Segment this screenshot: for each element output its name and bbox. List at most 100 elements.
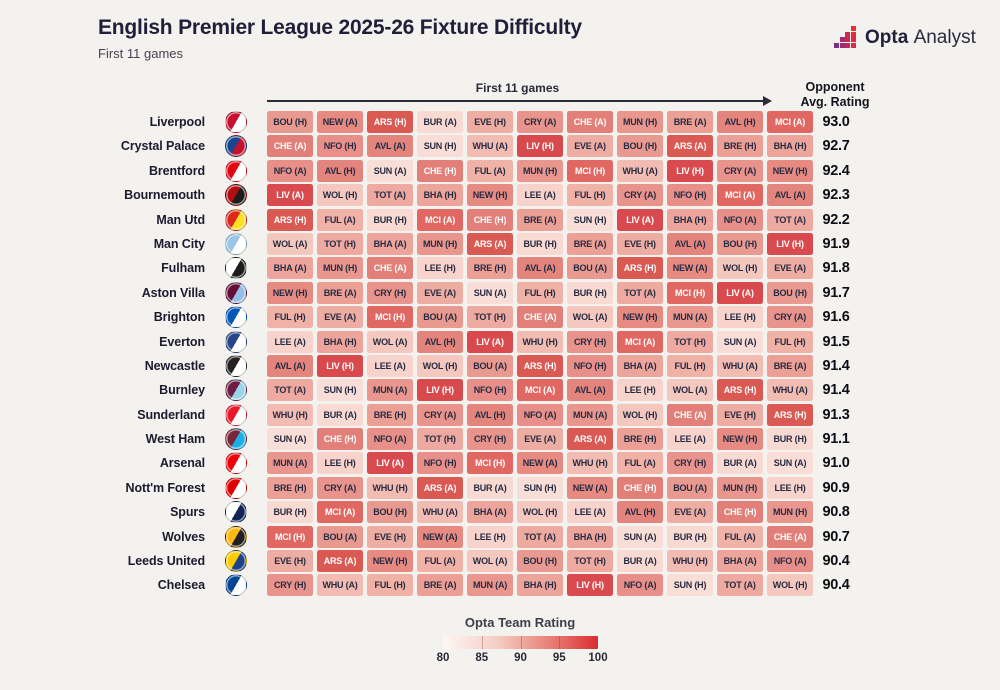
fixture-cell: BOU (H)	[517, 550, 563, 573]
fixture-cell: BHA (A)	[367, 232, 413, 255]
page-title: English Premier League 2025-26 Fixture D…	[98, 16, 582, 39]
fixture-cell: TOT (A)	[767, 208, 813, 231]
team-row: Man Utd ARS (H) FUL (A) BUR (H) MCI (A) CHE (…	[0, 208, 1000, 231]
arrow-head-icon	[763, 96, 772, 106]
fixture-cell: CRY (A)	[617, 184, 663, 207]
fixture-cell: SUN (A)	[467, 281, 513, 304]
fixture-cell: EVE (H)	[467, 111, 513, 133]
fixture-cell: BHA (H)	[417, 184, 463, 207]
avg-rating: 91.0	[822, 455, 850, 472]
fixture-cell: NEW (H)	[717, 428, 763, 451]
team-row: West Ham SUN (A) CHE (H) NFO (A) TOT (H) CRY …	[0, 428, 1000, 451]
fixture-cells: BOU (H) NEW (A) ARS (H) BUR (A) EVE (H) CRY (…	[267, 111, 813, 133]
fixture-cell: AVL (H)	[717, 111, 763, 133]
fixture-cell: LEE (A)	[367, 354, 413, 377]
page-subtitle: First 11 games	[98, 46, 184, 61]
fixture-cells: BUR (H) MCI (A) BOU (H) WHU (A) BHA (A) WOL (…	[267, 501, 813, 524]
fixture-cell: WOL (H)	[617, 403, 663, 426]
opta-analyst-wordmark: Opta Analyst	[865, 27, 976, 49]
fixture-cell: TOT (H)	[317, 232, 363, 255]
club-crest-icon	[225, 232, 247, 255]
crest-wrap	[205, 330, 267, 353]
fixture-cells: ARS (H) FUL (A) BUR (H) MCI (A) CHE (H) BRE (…	[267, 208, 813, 231]
club-crest-icon	[225, 574, 247, 597]
club-crest-icon	[225, 111, 247, 133]
fixture-cells: CHE (A) NFO (H) AVL (A) SUN (H) WHU (A) LIV (…	[267, 135, 813, 158]
fixture-cell: TOT (A)	[267, 379, 313, 402]
fixture-cell: NEW (H)	[467, 184, 513, 207]
fixture-cell: ARS (A)	[417, 476, 463, 499]
team-row: Spurs BUR (H) MCI (A) BOU (H) WHU (A) BHA (A)…	[0, 501, 1000, 524]
fixture-cell: LIV (H)	[767, 232, 813, 255]
fixture-cell: NEW (A)	[317, 111, 363, 133]
fixture-cell: TOT (H)	[467, 306, 513, 329]
team-name: Fulham	[161, 261, 205, 276]
fixture-cell: MUN (H)	[617, 111, 663, 133]
fixture-cell: EVE (A)	[667, 501, 713, 524]
fixture-cell: CHE (H)	[617, 476, 663, 499]
fixture-cell: NEW (A)	[417, 525, 463, 548]
fixture-cell: LEE (A)	[517, 184, 563, 207]
club-crest-icon	[225, 501, 247, 524]
fixture-cell: ARS (A)	[467, 232, 513, 255]
fixture-cell: BRE (H)	[717, 135, 763, 158]
fixture-cell: LEE (A)	[567, 501, 613, 524]
fixture-cell: NEW (H)	[617, 306, 663, 329]
fixture-cell: MUN (A)	[367, 379, 413, 402]
fixture-cell: WHU (A)	[717, 354, 763, 377]
team-name: Man City	[153, 236, 205, 251]
fixture-cell: BOU (A)	[567, 257, 613, 280]
avg-rating: 91.6	[822, 309, 850, 326]
fixture-cell: SUN (H)	[567, 208, 613, 231]
fixture-cells: LEE (A) BHA (H) WOL (A) AVL (H) LIV (A) WHU (…	[267, 330, 813, 353]
fixture-cell: TOT (H)	[567, 550, 613, 573]
club-crest-icon	[225, 525, 247, 548]
fixture-cell: ARS (A)	[667, 135, 713, 158]
fixture-cell: AVL (A)	[767, 184, 813, 207]
fixture-cell: FUL (A)	[617, 452, 663, 475]
fixture-cell: LIV (A)	[367, 452, 413, 475]
fixture-cell: BUR (A)	[417, 111, 463, 133]
fixture-cell: MUN (A)	[267, 452, 313, 475]
brand-regular: Analyst	[913, 27, 976, 48]
team-name: Crystal Palace	[120, 139, 205, 154]
fixture-cell: NFO (A)	[767, 550, 813, 573]
fixture-cell: MUN (H)	[717, 476, 763, 499]
fixture-cell: LEE (H)	[717, 306, 763, 329]
fixture-cell: BHA (A)	[267, 257, 313, 280]
fixture-cell: BUR (H)	[767, 428, 813, 451]
fixture-cell: NEW (A)	[667, 257, 713, 280]
games-axis-arrow	[267, 100, 763, 102]
fixture-cell: SUN (A)	[717, 330, 763, 353]
team-row: Wolves MCI (H) BOU (A) EVE (H) NEW (A) LEE (H…	[0, 525, 1000, 548]
avg-rating: 90.4	[822, 577, 850, 594]
fixture-cell: BHA (H)	[767, 135, 813, 158]
fixture-cell: CHE (H)	[717, 501, 763, 524]
avg-rating: 91.4	[822, 382, 850, 399]
fixture-cell: NFO (A)	[617, 574, 663, 597]
fixture-cell: LIV (A)	[267, 184, 313, 207]
team-name: Newcastle	[144, 358, 205, 373]
fixture-cell: SUN (A)	[267, 428, 313, 451]
legend-tick: 85	[475, 652, 489, 664]
fixture-cell: CRY (A)	[717, 159, 763, 182]
avg-rating: 92.2	[822, 211, 850, 228]
fixture-cell: FUL (A)	[467, 159, 513, 182]
avg-rating: 92.7	[822, 138, 850, 155]
fixture-cell: CHE (A)	[367, 257, 413, 280]
team-row: Leeds United EVE (H) ARS (A) NEW (H) FUL (A)…	[0, 550, 1000, 573]
fixture-cell: FUL (A)	[717, 525, 763, 548]
team-row: Burnley TOT (A) SUN (H) MUN (A) LIV (H) NFO (…	[0, 379, 1000, 402]
fixture-cells: SUN (A) CHE (H) NFO (A) TOT (H) CRY (H) EVE (…	[267, 428, 813, 451]
fixture-cell: BOU (H)	[767, 281, 813, 304]
fixture-cell: MCI (H)	[367, 306, 413, 329]
fixture-cell: NFO (H)	[567, 354, 613, 377]
club-crest-icon	[225, 306, 247, 329]
fixture-cells: MUN (A) LEE (H) LIV (A) NFO (H) MCI (H) NEW (…	[267, 452, 813, 475]
fixture-cell: NEW (H)	[367, 550, 413, 573]
fixture-cell: MCI (A)	[317, 501, 363, 524]
fixture-cell: BRE (A)	[667, 111, 713, 133]
fixture-cell: BOU (H)	[717, 232, 763, 255]
fixture-cell: CHE (A)	[567, 111, 613, 133]
